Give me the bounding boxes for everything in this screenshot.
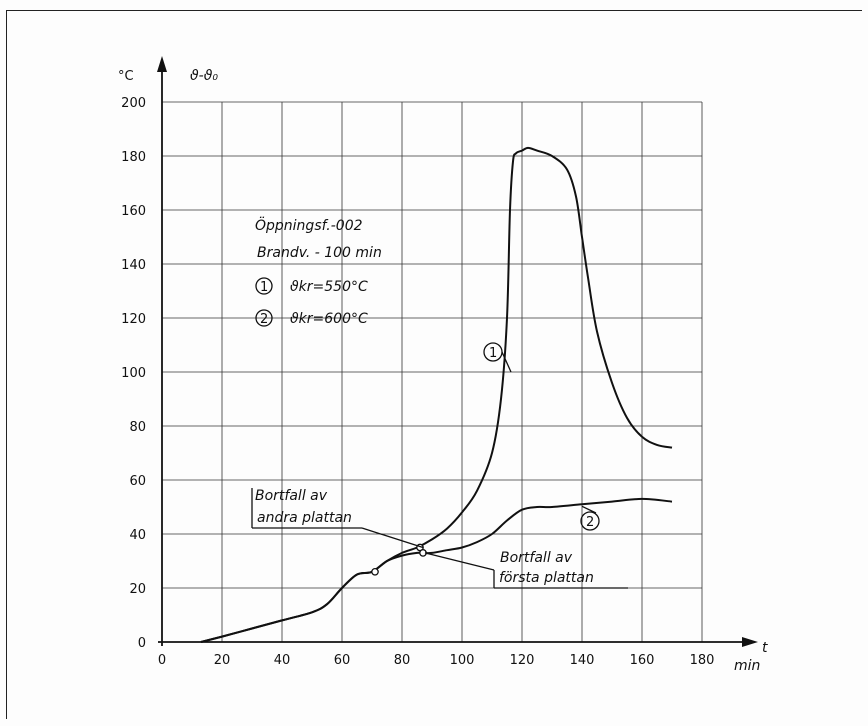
x-tick-label: 40 bbox=[274, 653, 291, 668]
y-tick-label: 200 bbox=[121, 96, 146, 111]
tick-labels: 0 20 40 60 80 100 120 140 160 180 0 20 40 60 80 100 120 1… bbox=[121, 96, 714, 668]
annotation-andra-line1: Bortfall av bbox=[255, 488, 328, 504]
curve-2-label-text: 2 bbox=[586, 515, 594, 530]
annotation-forsta-leader bbox=[424, 552, 495, 571]
x-tick-label: 60 bbox=[334, 653, 351, 668]
x-tick-label: 0 bbox=[158, 653, 166, 668]
info-item-2-marker: 2 bbox=[260, 312, 268, 327]
y-quantity-label: ϑ-ϑ₀ bbox=[190, 68, 218, 84]
axes bbox=[157, 56, 758, 647]
x-tick-label: 80 bbox=[394, 653, 411, 668]
x-tick-label: 180 bbox=[690, 653, 715, 668]
y-tick-label: 20 bbox=[129, 582, 146, 597]
annotation-forsta-line2: första plattan bbox=[499, 570, 594, 586]
annotation-forsta-plattan: Bortfall av första plattan bbox=[424, 550, 628, 589]
data-marker bbox=[371, 567, 379, 576]
info-line-1: Öppningsf.-002 bbox=[255, 216, 363, 234]
curve-1-label-leader bbox=[501, 351, 512, 373]
info-item-2-circle bbox=[255, 309, 273, 327]
y-tick-label: 100 bbox=[121, 366, 146, 381]
x-tick-label: 160 bbox=[630, 653, 655, 668]
annotation-forsta-line1: Bortfall av bbox=[500, 550, 573, 566]
curve-1-label-text: 1 bbox=[489, 346, 497, 361]
drawing-frame bbox=[6, 10, 862, 719]
annotation-andra-line2: andra plattan bbox=[257, 510, 352, 526]
x-tick-label: 20 bbox=[214, 653, 231, 668]
y-tick-label: 40 bbox=[129, 528, 146, 543]
x-unit-label: min bbox=[734, 658, 760, 674]
y-axis-arrow bbox=[157, 56, 167, 72]
grid bbox=[162, 101, 703, 642]
x-axis-arrow bbox=[742, 637, 758, 647]
curve-2-label: 2 bbox=[580, 505, 600, 531]
info-item-1-marker: 1 bbox=[260, 280, 268, 295]
y-tick-label: 120 bbox=[121, 312, 146, 327]
info-line-2: Brandv. - 100 min bbox=[257, 245, 382, 261]
info-item-1-text: ϑkr=550°C bbox=[290, 279, 368, 295]
curve-2-label-circle bbox=[580, 511, 600, 531]
curve-1-label: 1 bbox=[483, 342, 512, 373]
y-tick-label: 160 bbox=[121, 204, 146, 219]
x-tick-label: 120 bbox=[510, 653, 535, 668]
info-box: Öppningsf.-002 Brandv. - 100 min 1 ϑkr=5… bbox=[255, 216, 382, 327]
y-tick-label: 60 bbox=[129, 474, 146, 489]
y-tick-label: 0 bbox=[138, 636, 146, 651]
x-quantity-label: t bbox=[762, 640, 768, 656]
y-unit-label: °C bbox=[118, 69, 134, 84]
curve-2-label-leader bbox=[581, 505, 597, 514]
markers bbox=[371, 543, 427, 576]
x-tick-label: 100 bbox=[450, 653, 475, 668]
annotation-andra-leader bbox=[361, 527, 424, 549]
y-tick-label: 140 bbox=[121, 258, 146, 273]
y-tick-label: 180 bbox=[121, 150, 146, 165]
info-item-1-circle bbox=[255, 277, 273, 295]
x-tick-label: 140 bbox=[570, 653, 595, 668]
annotation-andra-plattan: Bortfall av andra plattan bbox=[251, 488, 424, 549]
y-tick-label: 80 bbox=[129, 420, 146, 435]
info-item-2-text: ϑkr=600°C bbox=[290, 311, 368, 327]
